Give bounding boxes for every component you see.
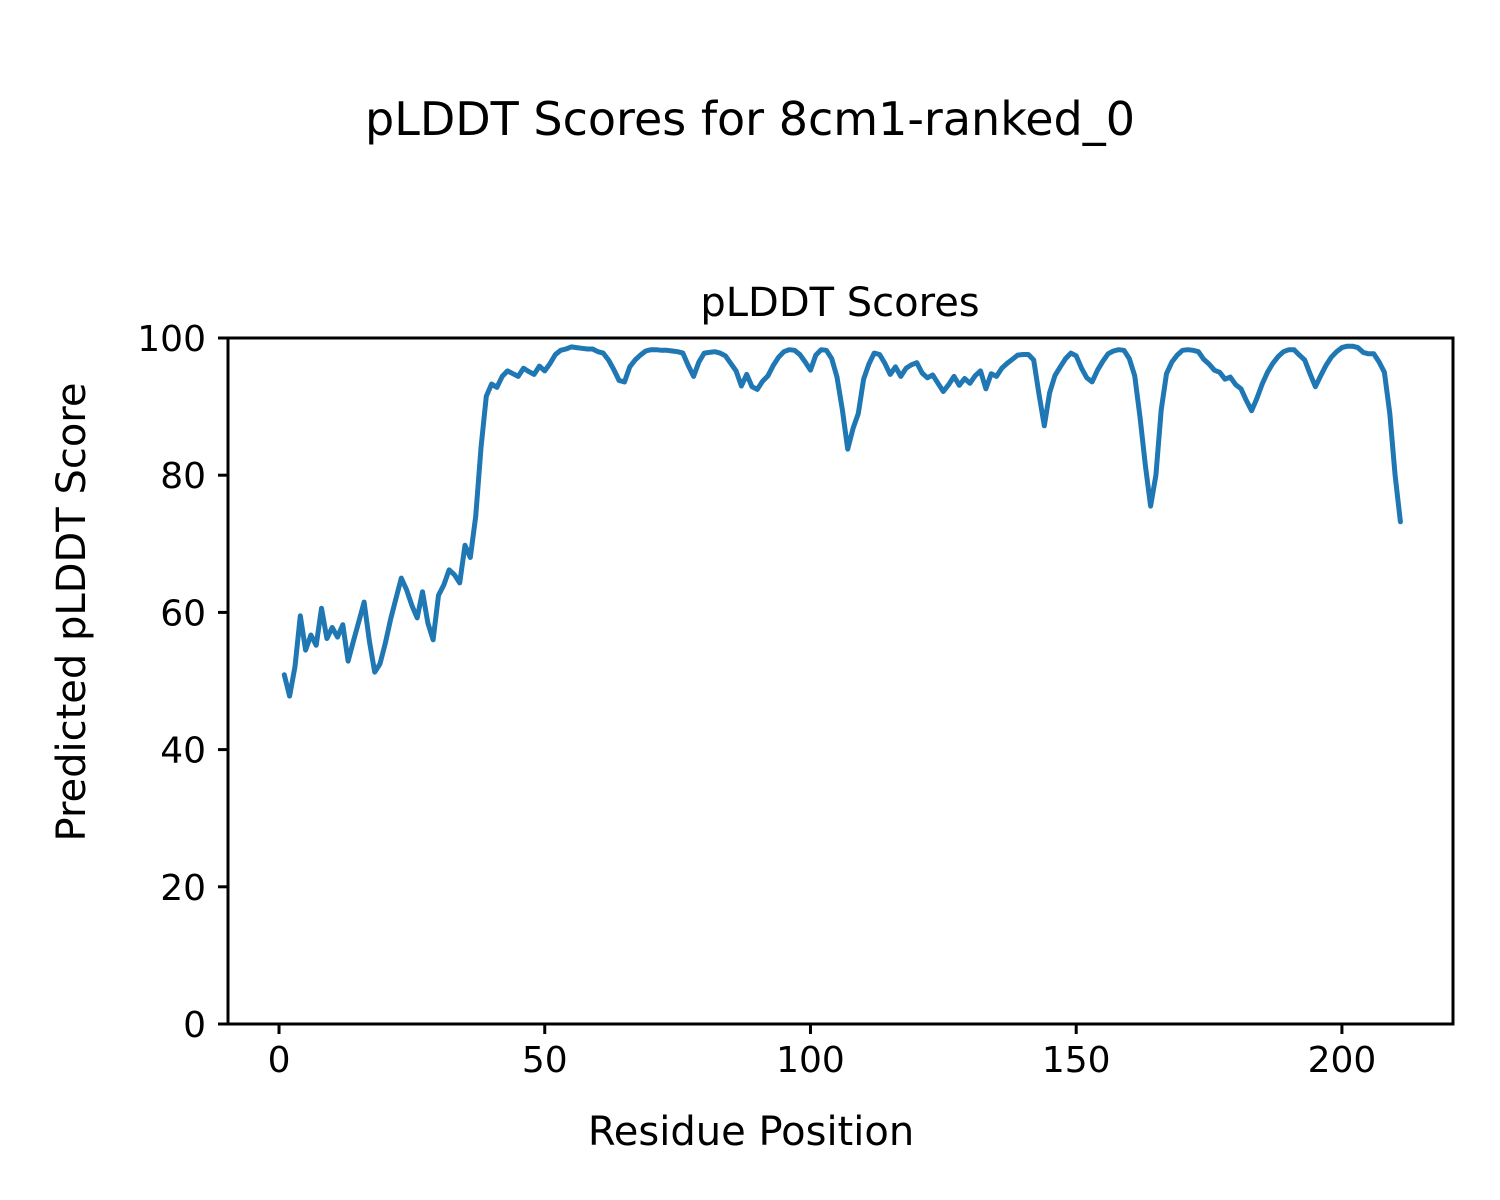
x-tick-label: 0 bbox=[268, 1040, 291, 1081]
x-axis-ticks: 0 50 100 150 200 bbox=[268, 1024, 1377, 1081]
x-tick-label: 50 bbox=[522, 1040, 568, 1081]
y-tick-label: 100 bbox=[137, 319, 206, 360]
y-tick-label: 80 bbox=[160, 456, 206, 497]
y-axis-ticks: 0 20 40 60 80 100 bbox=[137, 319, 228, 1046]
plot-area bbox=[226, 336, 1455, 1026]
figure-suptitle: pLDDT Scores for 8cm1-ranked_0 bbox=[365, 92, 1135, 146]
y-tick-label: 0 bbox=[183, 1005, 206, 1046]
plddt-line bbox=[281, 343, 1403, 699]
x-axis-label: Residue Position bbox=[588, 1109, 914, 1155]
y-tick-label: 60 bbox=[160, 593, 206, 634]
x-tick-label: 150 bbox=[1042, 1040, 1111, 1081]
y-tick-label: 40 bbox=[160, 731, 206, 772]
x-tick-label: 100 bbox=[776, 1040, 845, 1081]
y-axis-label: Predicted pLDDT Score bbox=[49, 383, 95, 842]
x-tick-label: 200 bbox=[1308, 1040, 1377, 1081]
axes-title: pLDDT Scores bbox=[700, 280, 979, 326]
y-tick-label: 20 bbox=[160, 868, 206, 909]
